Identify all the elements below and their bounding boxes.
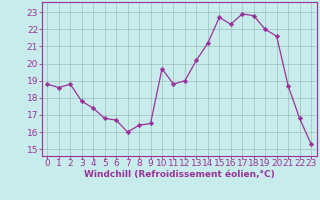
X-axis label: Windchill (Refroidissement éolien,°C): Windchill (Refroidissement éolien,°C)	[84, 170, 275, 179]
